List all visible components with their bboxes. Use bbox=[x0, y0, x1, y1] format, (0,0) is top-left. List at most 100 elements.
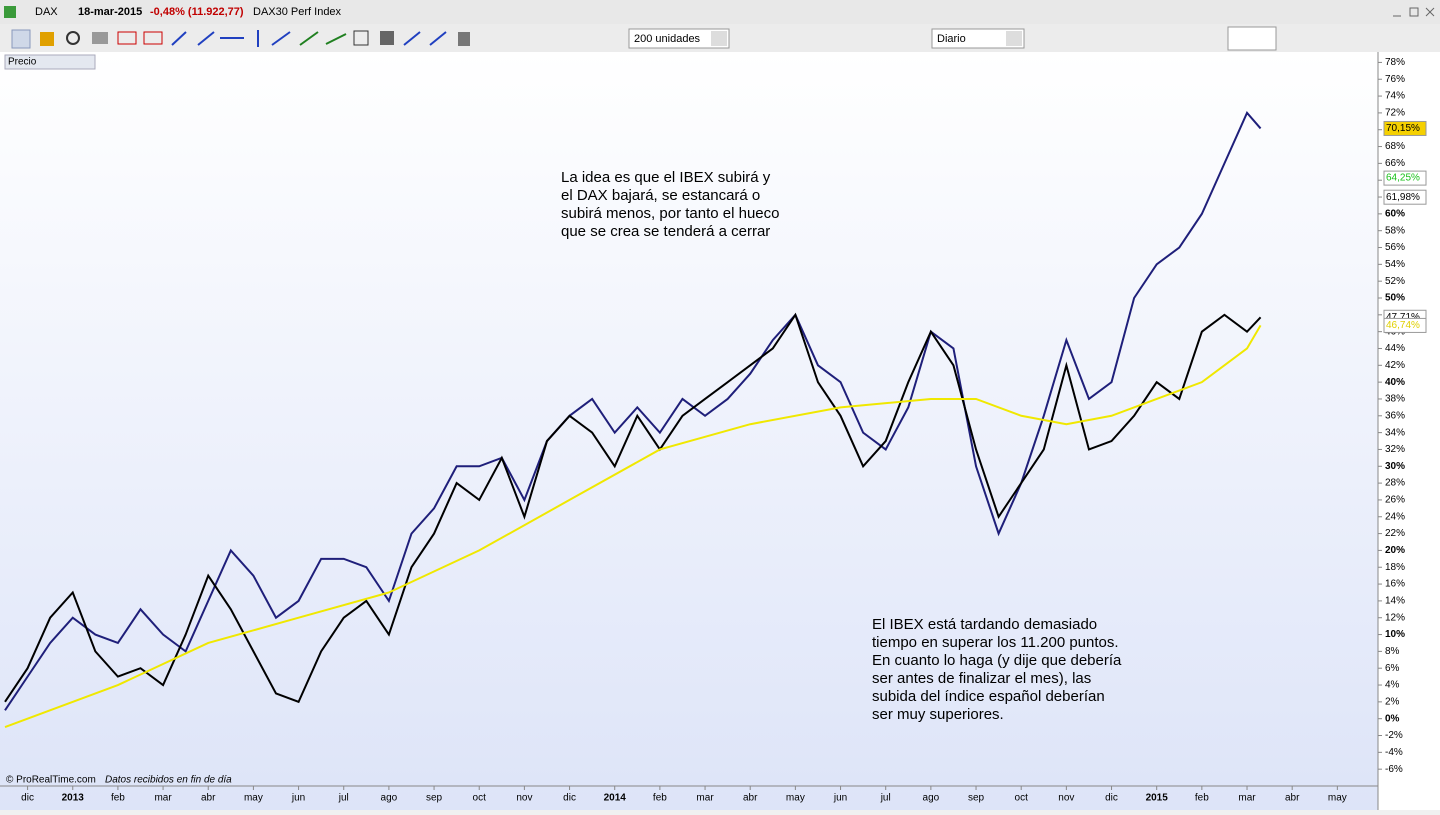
x-tick-label: dic bbox=[563, 793, 576, 804]
x-tick-label: jul bbox=[338, 793, 349, 804]
chart-type-button[interactable] bbox=[1227, 26, 1277, 51]
annotation-line: tiempo en superar los 11.200 puntos. bbox=[872, 634, 1119, 651]
y-tick-label: -6% bbox=[1385, 764, 1403, 775]
window-controls[interactable] bbox=[1393, 7, 1435, 17]
y-tick-label: 68% bbox=[1385, 141, 1405, 152]
y-tick-label: 38% bbox=[1385, 394, 1405, 405]
instrument-name: DAX30 Perf Index bbox=[253, 6, 342, 18]
y-tick-label: 8% bbox=[1385, 646, 1400, 657]
x-tick-label: feb bbox=[1195, 793, 1209, 804]
chart-icon bbox=[4, 6, 16, 18]
annotation-line: La idea es que el IBEX subirá y bbox=[561, 169, 771, 186]
y-tick-label: 32% bbox=[1385, 444, 1405, 455]
y-tick-label: 6% bbox=[1385, 663, 1400, 674]
x-tick-label: dic bbox=[21, 793, 34, 804]
y-tick-label: 2% bbox=[1385, 697, 1400, 708]
units-dropdown[interactable] bbox=[628, 28, 730, 49]
symbol[interactable]: DAX bbox=[35, 6, 58, 18]
x-tick-label: sep bbox=[426, 793, 443, 804]
x-tick-label: nov bbox=[516, 793, 532, 804]
footer-note: Datos recibidos en fin de día bbox=[105, 775, 232, 786]
dropdown-arrow[interactable] bbox=[1006, 31, 1022, 46]
x-tick-label: 2013 bbox=[62, 793, 85, 804]
y-tick-label: 26% bbox=[1385, 495, 1405, 506]
y-tick-label: 24% bbox=[1385, 511, 1405, 522]
y-tick-label: 4% bbox=[1385, 680, 1400, 691]
units-value: 200 unidades bbox=[634, 33, 701, 45]
y-tick-label: -4% bbox=[1385, 747, 1403, 758]
y-tick-label: 22% bbox=[1385, 528, 1405, 539]
y-tick-label: 60% bbox=[1385, 209, 1405, 220]
x-tick-label: mar bbox=[696, 793, 714, 804]
x-tick-label: mar bbox=[1238, 793, 1256, 804]
price-tag-label: 47,71% bbox=[1386, 312, 1420, 323]
y-tick-label: -2% bbox=[1385, 730, 1403, 741]
y-tick-label: 44% bbox=[1385, 343, 1405, 354]
change: -0,48% (11.922,77) bbox=[150, 6, 244, 18]
x-tick-label: mar bbox=[154, 793, 172, 804]
x-tick-label: jun bbox=[833, 793, 847, 804]
copyright: © ProRealTime.com bbox=[6, 775, 96, 786]
x-tick-label: nov bbox=[1058, 793, 1074, 804]
annotation-line: ser muy superiores. bbox=[872, 706, 1004, 723]
period-dropdown[interactable] bbox=[931, 28, 1025, 49]
tool-icons[interactable] bbox=[11, 29, 470, 49]
y-tick-label: 18% bbox=[1385, 562, 1405, 573]
price-tag-label: 70,15% bbox=[1386, 123, 1420, 134]
price-tag-label: 46,74% bbox=[1386, 320, 1420, 331]
x-tick-label: may bbox=[244, 793, 263, 804]
annotation-line: En cuanto lo haga (y dije que debería bbox=[872, 652, 1122, 669]
y-tick-label: 42% bbox=[1385, 360, 1405, 371]
x-tick-label: abr bbox=[201, 793, 216, 804]
annotation-line: el DAX bajará, se estancará o bbox=[561, 187, 760, 204]
x-tick-label: abr bbox=[743, 793, 758, 804]
series-line bbox=[4, 111, 1262, 711]
x-tick-label: dic bbox=[1105, 793, 1118, 804]
plot-area bbox=[0, 52, 1378, 810]
y-tick-label: 52% bbox=[1385, 276, 1405, 287]
x-tick-label: oct bbox=[1015, 793, 1029, 804]
x-tick-label: feb bbox=[111, 793, 125, 804]
x-tick-label: may bbox=[1328, 793, 1347, 804]
x-tick-label: oct bbox=[473, 793, 487, 804]
price-tag bbox=[1383, 317, 1427, 333]
period-value: Diario bbox=[937, 33, 966, 45]
price-tag bbox=[1383, 120, 1427, 136]
y-tick-label: 30% bbox=[1385, 461, 1405, 472]
x-tick-label: ago bbox=[381, 793, 398, 804]
title-bar bbox=[0, 0, 1440, 24]
y-tick-label: 16% bbox=[1385, 579, 1405, 590]
y-tick-label: 10% bbox=[1385, 629, 1405, 640]
x-tick-label: jul bbox=[880, 793, 891, 804]
x-tick-label: jun bbox=[291, 793, 305, 804]
y-tick-label: 28% bbox=[1385, 478, 1405, 489]
series-line bbox=[4, 324, 1262, 729]
annotation-line: ser antes de finalizar el mes), las bbox=[872, 670, 1091, 687]
panel-header bbox=[4, 54, 96, 70]
dropdown-arrow[interactable] bbox=[711, 31, 727, 46]
y-tick-label: 0% bbox=[1385, 713, 1400, 724]
y-tick-label: 56% bbox=[1385, 242, 1405, 253]
annotation-line: El IBEX está tardando demasiado bbox=[872, 616, 1097, 633]
y-tick-label: 54% bbox=[1385, 259, 1405, 270]
date: 18-mar-2015 bbox=[78, 6, 142, 18]
y-tick-label: 74% bbox=[1385, 91, 1405, 102]
y-tick-label: 34% bbox=[1385, 427, 1405, 438]
y-tick-label: 72% bbox=[1385, 108, 1405, 119]
y-tick-label: 20% bbox=[1385, 545, 1405, 556]
annotation-line: subida del índice español deberían bbox=[872, 688, 1105, 705]
y-tick-label: 78% bbox=[1385, 57, 1405, 68]
y-tick-label: 14% bbox=[1385, 596, 1405, 607]
annotation-line: subirá menos, por tanto el hueco bbox=[561, 205, 779, 222]
price-tag-label: 61,98% bbox=[1386, 192, 1420, 203]
price-tag bbox=[1383, 189, 1427, 205]
x-tick-label: 2014 bbox=[604, 793, 627, 804]
y-tick-label: 66% bbox=[1385, 158, 1405, 169]
y-tick-label: 12% bbox=[1385, 612, 1405, 623]
price-tag bbox=[1383, 170, 1427, 186]
x-tick-label: ago bbox=[923, 793, 940, 804]
y-tick-label: 50% bbox=[1385, 293, 1405, 304]
x-tick-label: sep bbox=[968, 793, 985, 804]
price-tag-label: 64,25% bbox=[1386, 173, 1420, 184]
